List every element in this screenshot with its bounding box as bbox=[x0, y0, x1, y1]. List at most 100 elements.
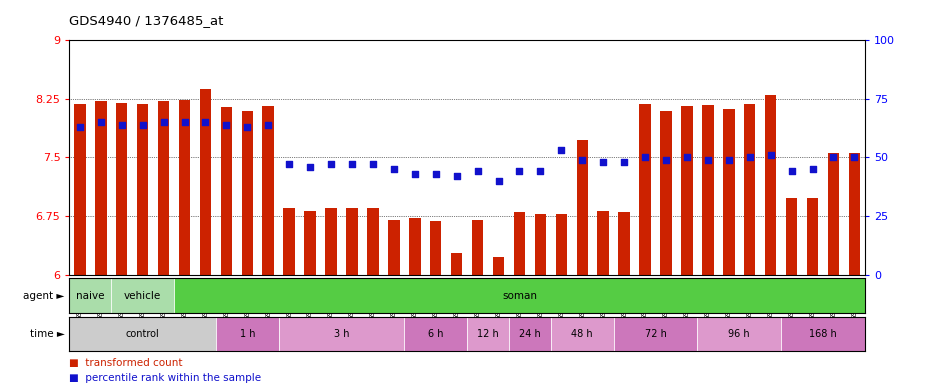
Bar bbox=[111, 278, 174, 313]
Bar bbox=[467, 317, 509, 351]
Point bbox=[219, 122, 234, 128]
Bar bbox=[765, 95, 776, 275]
Point bbox=[261, 122, 276, 128]
Point bbox=[659, 157, 673, 163]
Point bbox=[407, 171, 422, 177]
Bar bbox=[493, 257, 504, 275]
Point bbox=[700, 157, 715, 163]
Text: 72 h: 72 h bbox=[645, 329, 667, 339]
Text: control: control bbox=[126, 329, 159, 339]
Bar bbox=[346, 208, 358, 275]
Bar bbox=[95, 101, 106, 275]
Bar bbox=[179, 100, 191, 275]
Point bbox=[450, 173, 464, 179]
Point bbox=[345, 161, 360, 167]
Text: time ►: time ► bbox=[30, 329, 65, 339]
Bar bbox=[137, 104, 148, 275]
Text: agent ►: agent ► bbox=[23, 291, 65, 301]
Bar bbox=[69, 317, 216, 351]
Bar bbox=[304, 210, 315, 275]
Point bbox=[135, 122, 150, 128]
Bar bbox=[116, 103, 128, 275]
Text: soman: soman bbox=[502, 291, 536, 301]
Point bbox=[387, 166, 401, 172]
Bar bbox=[388, 220, 400, 275]
Point bbox=[198, 119, 213, 125]
Text: naive: naive bbox=[76, 291, 105, 301]
Bar bbox=[69, 278, 111, 313]
Text: 168 h: 168 h bbox=[809, 329, 837, 339]
Bar bbox=[221, 108, 232, 275]
Bar bbox=[241, 111, 253, 275]
Point bbox=[596, 159, 611, 165]
Point bbox=[324, 161, 339, 167]
Bar bbox=[551, 317, 613, 351]
Bar bbox=[509, 317, 551, 351]
Point bbox=[680, 154, 695, 161]
Text: ■  percentile rank within the sample: ■ percentile rank within the sample bbox=[69, 373, 262, 383]
Point bbox=[93, 119, 108, 125]
Text: 1 h: 1 h bbox=[240, 329, 255, 339]
Point bbox=[302, 164, 317, 170]
Point bbox=[428, 171, 443, 177]
Point bbox=[574, 157, 589, 163]
Bar bbox=[200, 89, 211, 275]
Point bbox=[637, 154, 652, 161]
Bar bbox=[404, 317, 467, 351]
Bar bbox=[828, 153, 839, 275]
Bar bbox=[613, 317, 697, 351]
Bar bbox=[598, 210, 609, 275]
Bar bbox=[781, 317, 865, 351]
Bar bbox=[263, 106, 274, 275]
Point bbox=[240, 124, 254, 130]
Bar bbox=[619, 212, 630, 275]
Bar bbox=[576, 140, 588, 275]
Bar bbox=[216, 317, 278, 351]
Point bbox=[512, 169, 527, 175]
Bar bbox=[513, 212, 525, 275]
Point bbox=[617, 159, 632, 165]
Bar bbox=[786, 198, 797, 275]
Text: GDS4940 / 1376485_at: GDS4940 / 1376485_at bbox=[69, 14, 224, 27]
Text: vehicle: vehicle bbox=[124, 291, 161, 301]
Bar bbox=[367, 208, 378, 275]
Point bbox=[784, 169, 799, 175]
Point bbox=[156, 119, 171, 125]
Point bbox=[763, 152, 778, 158]
Bar bbox=[639, 104, 651, 275]
Bar bbox=[660, 111, 672, 275]
Point bbox=[470, 169, 485, 175]
Text: 24 h: 24 h bbox=[519, 329, 541, 339]
Point bbox=[72, 124, 87, 130]
Bar bbox=[472, 220, 484, 275]
Bar bbox=[74, 104, 86, 275]
Point bbox=[491, 178, 506, 184]
Point bbox=[722, 157, 736, 163]
Text: 96 h: 96 h bbox=[729, 329, 750, 339]
Bar bbox=[326, 208, 337, 275]
Bar bbox=[174, 278, 865, 313]
Point bbox=[847, 154, 862, 161]
Bar bbox=[409, 218, 421, 275]
Point bbox=[282, 161, 297, 167]
Point bbox=[554, 147, 569, 154]
Bar bbox=[807, 198, 819, 275]
Bar bbox=[278, 317, 404, 351]
Point bbox=[805, 166, 820, 172]
Point bbox=[365, 161, 380, 167]
Point bbox=[533, 169, 548, 175]
Text: 6 h: 6 h bbox=[428, 329, 443, 339]
Bar bbox=[556, 214, 567, 275]
Bar bbox=[723, 109, 734, 275]
Bar bbox=[430, 222, 441, 275]
Text: ■  transformed count: ■ transformed count bbox=[69, 358, 183, 368]
Point bbox=[826, 154, 841, 161]
Text: 12 h: 12 h bbox=[477, 329, 499, 339]
Bar bbox=[744, 104, 756, 275]
Bar bbox=[702, 105, 713, 275]
Text: 48 h: 48 h bbox=[572, 329, 593, 339]
Bar bbox=[158, 101, 169, 275]
Bar bbox=[450, 253, 462, 275]
Bar bbox=[681, 106, 693, 275]
Point bbox=[743, 154, 758, 161]
